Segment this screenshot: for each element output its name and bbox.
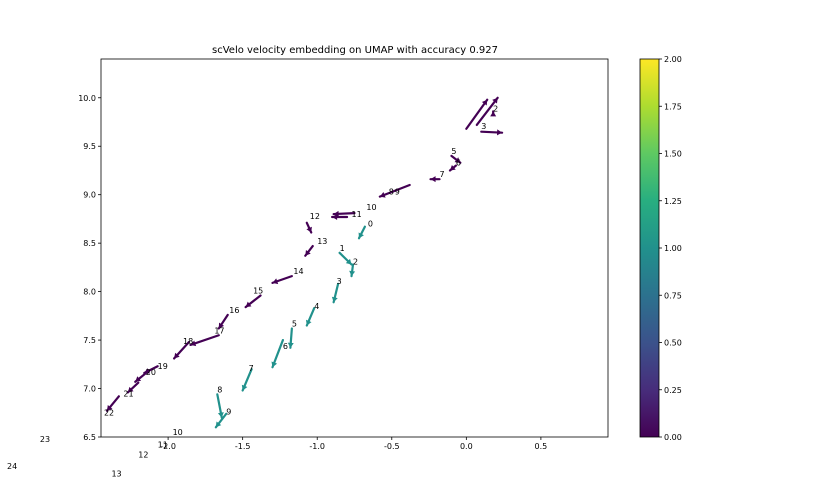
x-tick-label: -1.0 xyxy=(309,442,325,451)
velocity-arrow xyxy=(378,183,411,198)
point-label: 4 xyxy=(314,302,319,311)
velocity-arrow xyxy=(465,98,489,130)
point-label: 2 xyxy=(353,257,358,266)
point-label: 10 xyxy=(366,203,376,212)
point-label: 5 xyxy=(451,147,456,156)
x-tick-label: -0.5 xyxy=(384,442,400,451)
velocity-arrow xyxy=(271,275,293,285)
point-label: 8 xyxy=(389,188,394,197)
point-label: 19 xyxy=(158,362,168,371)
y-tick-label: 9.0 xyxy=(83,191,96,200)
point-label: 6 xyxy=(283,342,288,351)
point-label: 8 xyxy=(217,385,222,394)
velocity-arrow xyxy=(480,129,504,136)
y-tick-label: 7.5 xyxy=(83,336,96,345)
velocity-arrow xyxy=(244,294,262,309)
velocity-arrow xyxy=(331,282,340,304)
chart-title: scVelo velocity embedding on UMAP with a… xyxy=(212,45,498,56)
velocity-arrow xyxy=(305,221,313,234)
velocity-arrow xyxy=(490,110,497,117)
point-label: 7 xyxy=(249,364,254,373)
point-label: 16 xyxy=(229,306,239,315)
velocity-arrow xyxy=(287,327,294,349)
point-label: 5 xyxy=(292,320,297,329)
velocity-arrow xyxy=(126,381,140,394)
velocity-arrow xyxy=(450,154,462,164)
colorbar-tick-label: 0.25 xyxy=(664,386,682,395)
velocity-arrow xyxy=(241,368,253,392)
point-label: 13 xyxy=(317,237,327,246)
velocity-arrow xyxy=(332,210,356,217)
velocity-arrow xyxy=(105,395,120,412)
point-label: 12 xyxy=(138,450,148,459)
velocity-arrow xyxy=(304,244,314,257)
point-label: 9 xyxy=(395,188,400,197)
point-label: 11 xyxy=(352,210,362,219)
y-axis: 6.5 7.0 7.5 8.0 8.5 9.0 9.5 10.0 xyxy=(78,94,101,442)
colorbar-tick-label: 1.00 xyxy=(664,244,682,253)
x-tick-label: -1.5 xyxy=(235,442,251,451)
point-label: 7 xyxy=(439,170,444,179)
velocity-arrow xyxy=(216,393,224,419)
velocity-arrow xyxy=(134,370,149,383)
colorbar-axis: 0.00 0.25 0.50 0.75 1.00 1.25 1.50 1.75 2.00 xyxy=(659,55,682,442)
velocity-arrow xyxy=(305,306,316,327)
x-axis: -2.0 -1.5 -1.0 -0.5 0.0 0.5 xyxy=(160,437,547,451)
point-label: 13 xyxy=(111,470,121,479)
point-label: 17 xyxy=(214,326,224,335)
velocity-arrow xyxy=(429,176,441,183)
velocity-arrow xyxy=(189,334,220,347)
y-tick-label: 7.0 xyxy=(83,385,96,394)
point-label: 3 xyxy=(337,277,342,286)
velocity-arrow xyxy=(349,263,356,278)
plot-area-frame xyxy=(100,58,609,438)
colorbar-tick-label: 1.50 xyxy=(664,150,682,159)
point-label: 0 xyxy=(368,220,373,229)
velocity-arrow xyxy=(338,251,353,266)
point-label: 22 xyxy=(104,409,114,418)
colorbar-tick-label: 2.00 xyxy=(664,55,682,64)
colorbar-tick-label: 0.75 xyxy=(664,291,682,300)
point-label: 14 xyxy=(293,267,303,276)
colorbar-tick-label: 1.75 xyxy=(664,102,682,111)
velocity-arrow xyxy=(172,340,191,360)
velocity-arrow xyxy=(331,213,349,220)
x-tick-label: 0.5 xyxy=(535,442,548,451)
point-label: 18 xyxy=(183,337,193,346)
velocity-arrow xyxy=(448,164,457,172)
point-label: 12 xyxy=(310,212,320,221)
y-tick-label: 10.0 xyxy=(78,94,96,103)
point-label: 11 xyxy=(158,441,168,450)
velocity-arrow xyxy=(217,313,229,330)
y-tick-label: 8.5 xyxy=(83,239,96,248)
velocity-arrow xyxy=(271,338,285,369)
point-label: 2 xyxy=(493,104,498,113)
colorbar-tick-label: 0.00 xyxy=(664,433,682,442)
y-tick-label: 8.0 xyxy=(83,288,96,297)
point-label: 21 xyxy=(123,389,133,398)
point-label: 10 xyxy=(173,428,183,437)
velocity-arrow xyxy=(475,96,499,127)
y-tick-label: 6.5 xyxy=(83,433,96,442)
point-label: 24 xyxy=(7,462,17,471)
velocity-arrow xyxy=(214,412,228,429)
colorbar-tick-label: 1.25 xyxy=(664,197,682,206)
point-label: 20 xyxy=(146,368,156,377)
y-tick-label: 9.5 xyxy=(83,142,96,151)
point-label: 6 xyxy=(456,159,461,168)
point-label: 1 xyxy=(340,244,345,253)
point-label: 3 xyxy=(481,122,486,131)
colorbar-tick-label: 0.50 xyxy=(664,339,682,348)
colorbar xyxy=(639,58,660,438)
point-label: 9 xyxy=(226,408,231,417)
velocity-arrow xyxy=(357,225,367,240)
point-label: 23 xyxy=(40,435,50,444)
x-tick-label: -2.0 xyxy=(160,442,176,451)
point-label: 15 xyxy=(253,287,263,296)
x-tick-label: 0.0 xyxy=(460,442,473,451)
